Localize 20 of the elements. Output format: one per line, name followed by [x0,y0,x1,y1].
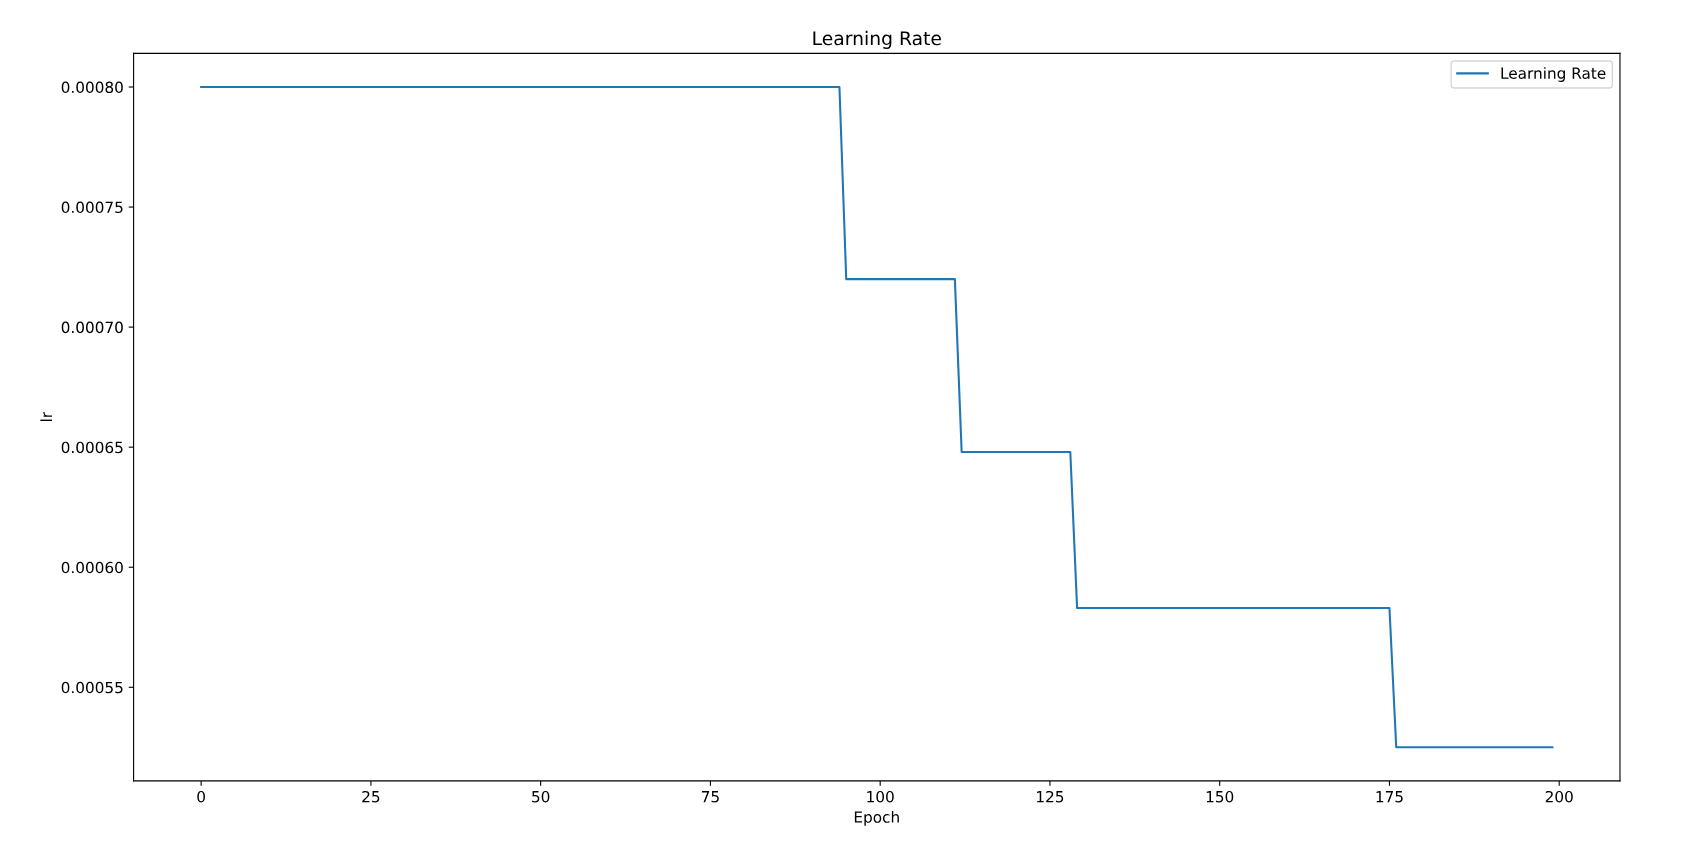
x-tick-label: 200 [1545,790,1573,803]
x-tick-label: 125 [1037,790,1064,803]
x-tick-label: 50 [532,790,550,803]
y-tick-label: 0.00070 [61,321,123,334]
x-tick-label: 150 [1206,790,1234,803]
x-tick-label: 75 [701,791,719,803]
y-tick-label: 0.00060 [61,561,123,574]
y-tick-label: 0.00075 [61,201,123,214]
x-tick-label: 25 [362,790,380,803]
line-series [200,85,1554,749]
x-tick-label: 175 [1376,791,1403,803]
x-tick-label: 0 [197,790,205,803]
chart-title: Learning Rate [813,30,941,49]
legend-label: Learning Rate [1501,67,1606,82]
x-axis-title: Epoch [854,810,899,826]
y-tick-label: 0.00080 [61,81,123,94]
x-tick-label: 100 [867,790,894,803]
y-tick-label: 0.00065 [61,441,123,454]
y-axis-title: lr [40,411,52,421]
y-tick-label: 0.00055 [61,681,123,694]
